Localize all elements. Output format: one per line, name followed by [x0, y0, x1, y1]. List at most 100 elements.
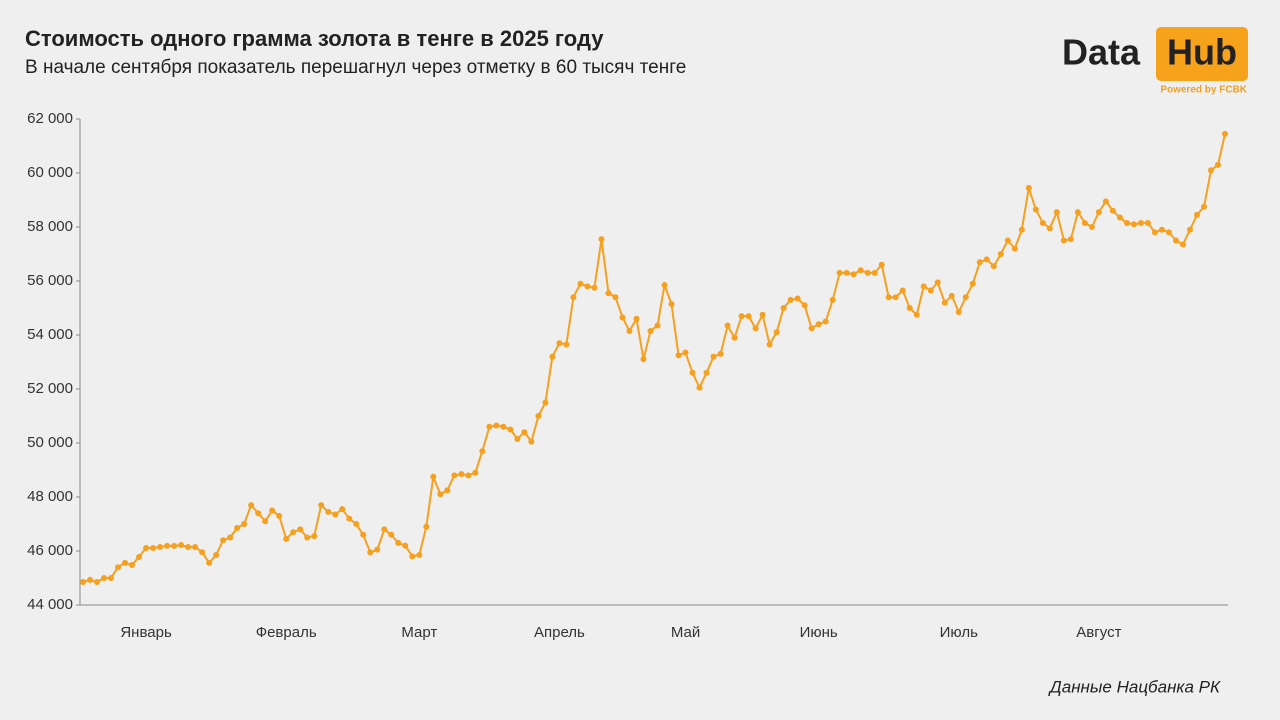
point — [920, 283, 927, 290]
point — [843, 269, 850, 276]
point — [731, 334, 738, 341]
point — [815, 321, 822, 328]
point — [150, 545, 157, 552]
point — [353, 521, 360, 527]
point — [1186, 226, 1193, 233]
point — [304, 534, 311, 541]
point — [647, 327, 654, 334]
point — [780, 305, 787, 311]
point — [500, 423, 507, 430]
point — [339, 506, 346, 513]
point — [598, 236, 605, 243]
point — [276, 512, 283, 519]
point — [136, 553, 143, 560]
point — [1109, 207, 1116, 214]
point — [1207, 167, 1214, 174]
point — [1222, 130, 1228, 137]
point — [465, 472, 472, 479]
point — [318, 502, 325, 509]
point — [591, 284, 598, 291]
x-tick-label: Март — [401, 624, 437, 641]
point — [829, 296, 836, 303]
point — [213, 552, 220, 559]
point — [1088, 224, 1095, 230]
point — [332, 511, 339, 518]
point — [787, 296, 794, 303]
point — [416, 552, 423, 559]
point — [605, 290, 612, 297]
point — [759, 311, 766, 318]
point — [899, 287, 906, 294]
point — [409, 553, 416, 560]
point — [773, 329, 780, 336]
logo-left: Data — [1062, 32, 1141, 73]
point — [633, 315, 640, 322]
point — [108, 575, 115, 581]
point — [1011, 245, 1018, 252]
point — [801, 302, 808, 309]
x-tick-label: Апрель — [534, 624, 585, 641]
y-tick-label: 50 000 — [27, 434, 73, 451]
point — [626, 327, 633, 334]
point — [584, 283, 591, 290]
x-tick-label: Июль — [940, 624, 978, 641]
point — [157, 543, 164, 550]
point — [199, 549, 206, 556]
point — [374, 546, 381, 553]
point — [990, 263, 997, 270]
point — [661, 282, 668, 289]
point — [423, 523, 430, 530]
point — [451, 472, 458, 479]
x-tick-label: Январь — [120, 624, 172, 641]
point — [969, 280, 976, 287]
point — [549, 353, 556, 360]
point — [689, 369, 696, 376]
point — [556, 340, 563, 347]
point — [738, 313, 745, 320]
point — [262, 518, 269, 525]
point — [934, 279, 941, 286]
point — [1200, 203, 1207, 210]
point — [535, 413, 542, 419]
point — [927, 287, 934, 294]
point — [115, 564, 122, 571]
y-tick-label: 58 000 — [27, 218, 73, 235]
point — [297, 526, 304, 533]
point — [941, 299, 948, 306]
point — [129, 562, 136, 569]
point — [1172, 237, 1179, 244]
x-tick-label: Июнь — [800, 624, 838, 641]
point — [458, 471, 465, 478]
point — [311, 533, 318, 540]
point — [1102, 198, 1109, 205]
point — [192, 543, 199, 550]
point — [1074, 209, 1081, 216]
point — [766, 341, 773, 348]
point — [367, 549, 374, 556]
point — [143, 545, 150, 552]
point — [234, 525, 241, 532]
point — [997, 251, 1004, 257]
point — [717, 350, 724, 357]
chart-title: Стоимость одного грамма золота в тенге в… — [25, 26, 604, 51]
y-tick-label: 54 000 — [27, 326, 73, 343]
source: Данные Нацбанка РК — [1048, 677, 1221, 696]
point — [87, 576, 94, 583]
point — [514, 435, 521, 442]
point — [563, 341, 570, 348]
point — [710, 353, 717, 360]
point — [178, 542, 185, 549]
logo-tagline: Powered by FCBK — [1160, 85, 1247, 96]
point — [1144, 219, 1151, 226]
point — [94, 579, 101, 586]
point — [381, 526, 388, 533]
point — [836, 269, 843, 276]
point — [325, 508, 332, 515]
point — [1116, 214, 1123, 221]
point — [885, 294, 892, 301]
point — [269, 507, 276, 514]
point — [227, 534, 234, 541]
point — [472, 469, 479, 476]
